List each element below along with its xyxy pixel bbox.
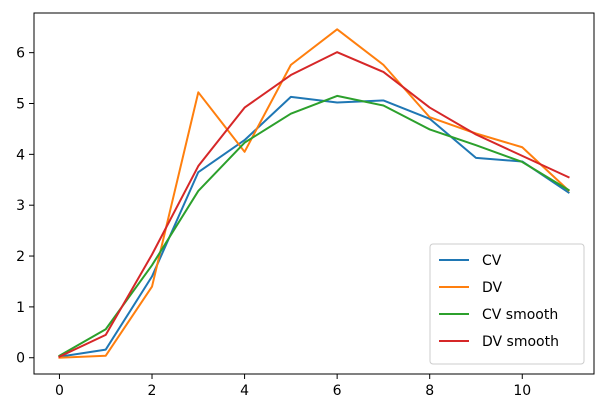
legend-label: DV smooth bbox=[482, 334, 559, 350]
x-tick-label: 8 bbox=[425, 383, 434, 399]
x-tick-label: 4 bbox=[240, 383, 249, 399]
y-tick-label: 5 bbox=[16, 97, 25, 113]
y-tick-label: 6 bbox=[16, 46, 25, 62]
y-tick-label: 1 bbox=[16, 300, 25, 316]
x-tick-label: 0 bbox=[55, 383, 64, 399]
x-tick-label: 10 bbox=[513, 383, 531, 399]
series-line-2 bbox=[58, 94, 570, 358]
series-line-1 bbox=[58, 28, 570, 359]
series-line-3 bbox=[58, 51, 570, 359]
y-tick-label: 2 bbox=[16, 249, 25, 265]
y-tick-label: 3 bbox=[16, 198, 25, 214]
y-tick-label: 4 bbox=[16, 147, 25, 163]
x-tick-label: 2 bbox=[148, 383, 157, 399]
series-line-0 bbox=[58, 95, 570, 358]
plot-frame bbox=[33, 12, 595, 375]
legend-box bbox=[429, 243, 585, 365]
y-tick-label: 0 bbox=[16, 351, 25, 367]
legend: CV DV CV smooth DV smooth bbox=[429, 243, 585, 365]
legend-label: CV bbox=[482, 253, 502, 269]
series-layer bbox=[58, 28, 570, 359]
legend-label: DV bbox=[482, 280, 503, 296]
legend-label: CV smooth bbox=[482, 307, 558, 323]
x-tick-label: 6 bbox=[333, 383, 342, 399]
ticks-layer: 0 2 4 6 8 10 0 1 2 3 4 5 6 bbox=[16, 46, 531, 399]
